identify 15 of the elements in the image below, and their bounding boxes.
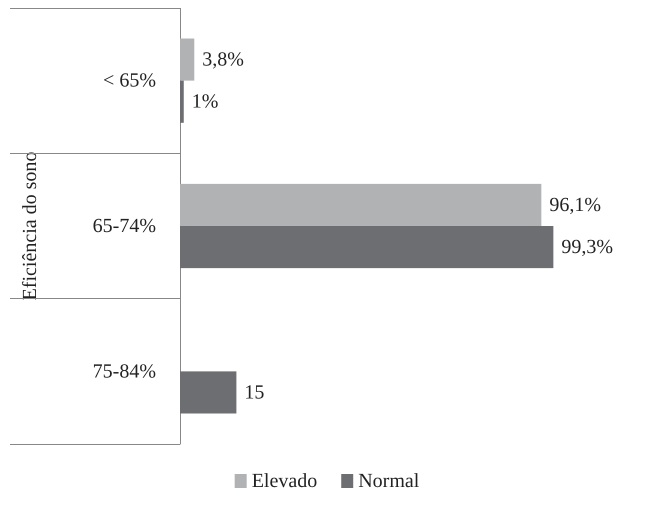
- legend-label: Normal: [358, 470, 420, 492]
- bar: [180, 371, 236, 414]
- data-label: 96,1%: [549, 194, 602, 216]
- data-label: 3,8%: [202, 48, 244, 71]
- y-tick-label: < 65%: [103, 70, 156, 92]
- bar: [180, 80, 184, 123]
- bar: [180, 38, 194, 81]
- data-label: 15: [244, 381, 264, 404]
- y-tick-label: 75-84%: [92, 360, 156, 382]
- data-label: 1%: [192, 90, 218, 113]
- y-tick-label: 65-74%: [92, 215, 156, 237]
- bar: [180, 226, 554, 268]
- legend-label: Elevado: [252, 470, 318, 492]
- data-label: 99,3%: [561, 236, 614, 258]
- bar: [180, 184, 542, 226]
